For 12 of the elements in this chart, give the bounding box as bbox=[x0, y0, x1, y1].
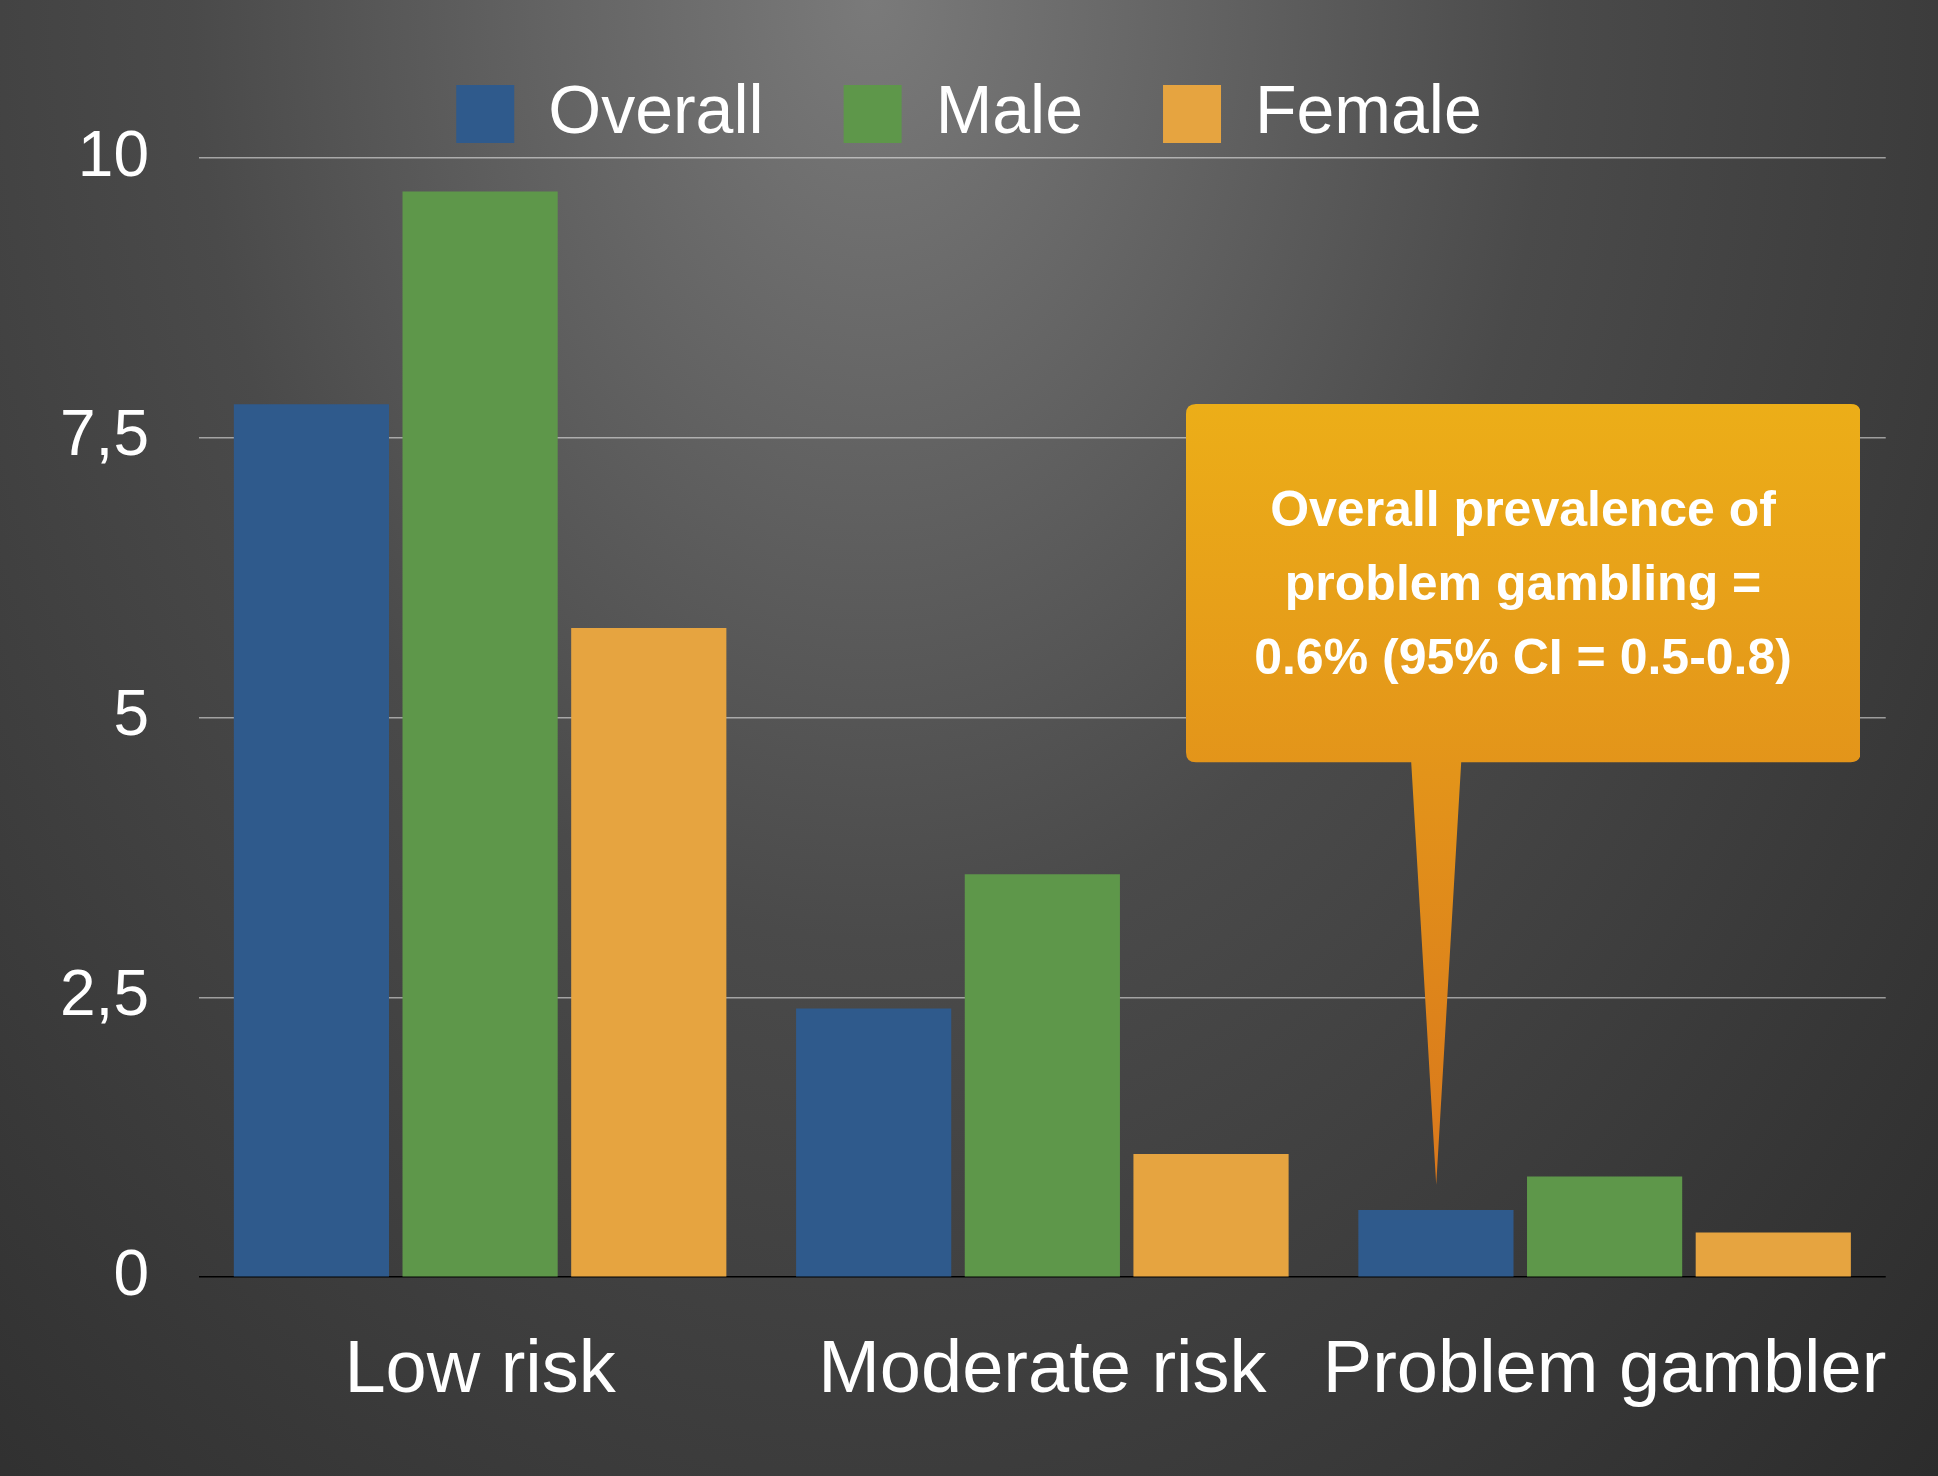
x-tick-label: Moderate risk bbox=[818, 1325, 1268, 1409]
y-tick-label: 10 bbox=[77, 117, 149, 190]
y-tick-label: 7,5 bbox=[60, 397, 149, 470]
annotation: Overall prevalence of problem gambling = 0.6% (95% CI = 0.5-0.8) bbox=[1253, 480, 1793, 688]
x-tick-label: Problem gambler bbox=[1322, 1325, 1887, 1409]
y-tick-label: 2,5 bbox=[60, 957, 149, 1030]
legend-label: Male bbox=[935, 70, 1084, 147]
y-tick-label: 5 bbox=[113, 677, 149, 750]
legend-label: Female bbox=[1255, 70, 1482, 147]
x-tick-label: Low risk bbox=[344, 1325, 617, 1409]
y-tick-label: 0 bbox=[113, 1236, 149, 1309]
legend-label: Overall bbox=[548, 70, 764, 147]
